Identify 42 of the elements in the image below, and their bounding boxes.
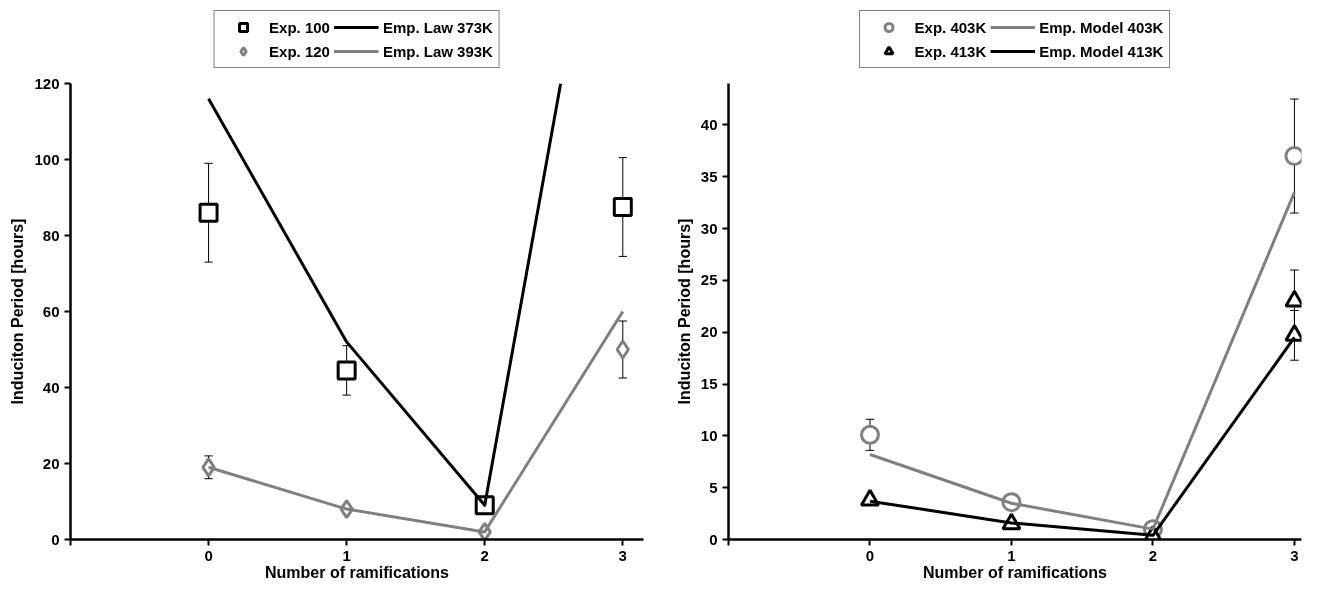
y-tick-label: 80 xyxy=(42,226,60,244)
y-tick-label: 40 xyxy=(42,378,60,396)
y-tick-label: 0 xyxy=(51,530,60,548)
legend-label: Emp. Law 393K xyxy=(382,42,493,60)
x-tick-label: 2 xyxy=(1148,546,1158,564)
legend-label: Exp. 413K xyxy=(914,42,987,60)
x-tick-label: 3 xyxy=(1290,546,1299,564)
y-axis-title: Induciton Period [hours] xyxy=(9,218,27,405)
legend-label: Emp. Model 413K xyxy=(1039,42,1164,60)
y-tick-label: 20 xyxy=(42,454,60,472)
y-tick-label: 60 xyxy=(42,302,60,320)
y-tick-label: 30 xyxy=(700,219,718,237)
x-axis-title: Number of ramifications xyxy=(922,563,1108,581)
x-axis-title: Number of ramifications xyxy=(264,563,450,581)
y-tick-label: 10 xyxy=(700,426,718,444)
y-tick-label: 15 xyxy=(700,375,718,393)
y-tick-label: 25 xyxy=(700,271,718,289)
legend-label: Emp. Model 403K xyxy=(1039,18,1164,36)
point xyxy=(612,197,633,217)
point xyxy=(1284,146,1302,167)
y-axis-title: Induciton Period [hours] xyxy=(675,218,693,405)
legend-label: Exp. 403K xyxy=(914,18,987,36)
legend-label: Exp. 100 xyxy=(269,18,330,36)
legend-label: Exp. 120 xyxy=(269,42,330,60)
y-tick-label: 0 xyxy=(709,530,718,548)
x-tick-label: 1 xyxy=(342,546,351,564)
y-tick-label: 40 xyxy=(700,115,718,133)
x-tick-label: 1 xyxy=(1007,546,1016,564)
x-tick-label: 2 xyxy=(480,546,489,564)
x-tick-label: 0 xyxy=(865,546,875,564)
point xyxy=(859,424,880,445)
x-tick-label: 0 xyxy=(204,546,213,564)
point xyxy=(198,202,219,223)
y-tick-label: 35 xyxy=(700,167,718,185)
point xyxy=(615,339,630,360)
y-tick-label: 5 xyxy=(709,478,718,496)
y-tick-label: 100 xyxy=(34,150,60,168)
y-tick-label: 20 xyxy=(700,323,718,341)
legend-label: Emp. Law 373K xyxy=(382,18,493,36)
x-tick-label: 3 xyxy=(618,546,627,564)
y-tick-label: 120 xyxy=(34,74,60,92)
point xyxy=(336,360,357,381)
